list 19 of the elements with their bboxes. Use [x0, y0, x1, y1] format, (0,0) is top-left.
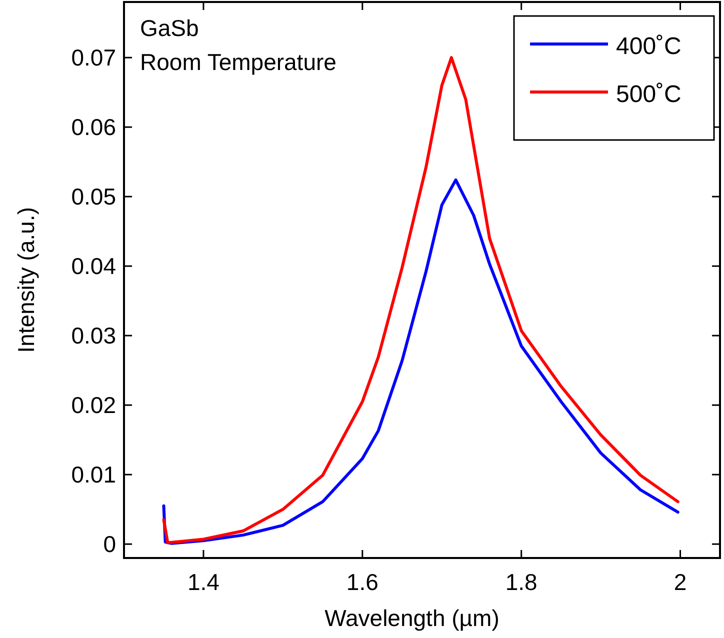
y-tick-label: 0.06 — [71, 114, 116, 140]
annotation: GaSb — [140, 15, 199, 41]
y-tick-label: 0.03 — [71, 322, 116, 349]
annotation: Room Temperature — [140, 49, 336, 75]
x-axis-title: Wavelength (µm) — [324, 605, 500, 631]
legend-label: 400˚C — [616, 33, 682, 60]
y-tick-label: 0.01 — [71, 462, 116, 488]
x-tick-label: 2 — [674, 569, 687, 595]
legend-label: 500˚C — [616, 81, 682, 108]
y-tick-label: 0.02 — [71, 392, 116, 418]
x-tick-label: 1.4 — [187, 569, 220, 595]
y-tick-label: 0 — [103, 531, 116, 558]
y-axis-title: Intensity (a.u.) — [13, 207, 39, 353]
x-tick-label: 1.6 — [346, 569, 378, 595]
line-series — [162, 178, 680, 545]
x-tick-label: 1.8 — [505, 569, 538, 595]
y-tick-label: 0.07 — [71, 44, 116, 71]
y-tick-label: 0.05 — [71, 184, 116, 210]
y-tick-label: 0.04 — [71, 253, 116, 280]
